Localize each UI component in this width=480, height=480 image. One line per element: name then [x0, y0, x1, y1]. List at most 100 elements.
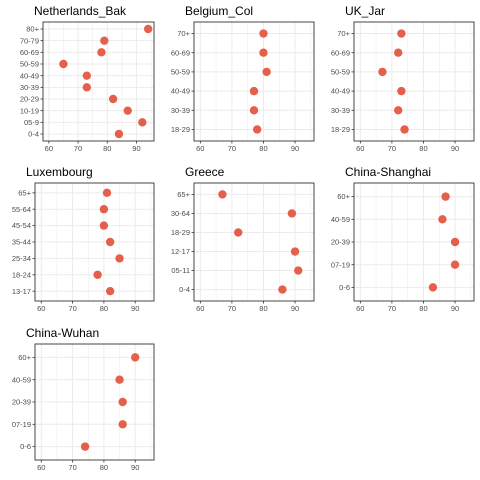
data-point: [105, 237, 115, 247]
x-tick-label: 90: [451, 304, 459, 313]
data-point: [290, 247, 300, 256]
panel-title: UK_Jar: [345, 4, 385, 18]
x-tick-label: 80: [100, 463, 108, 472]
data-point: [105, 286, 115, 296]
data-point: [131, 353, 140, 362]
x-tick-label: 80: [259, 304, 267, 313]
data-point: [397, 86, 406, 96]
y-tick-label: 60+: [18, 353, 31, 362]
panel-4: 60 70 80 90 13-17 18-24 25-34 35-44 45-54 55-64 65…: [12, 165, 155, 313]
panel-border: [353, 182, 475, 302]
x-tick-label: 60: [45, 144, 53, 153]
y-tick-label: 40-59: [12, 375, 31, 384]
data-point: [102, 188, 112, 198]
data-point: [249, 106, 259, 115]
y-tick-label: 05-11: [171, 266, 190, 275]
y-tick-label: 65+: [177, 190, 190, 199]
data-point: [82, 71, 92, 80]
plot-area: [194, 22, 314, 141]
x-tick-label: 70: [388, 304, 396, 313]
data-point: [138, 118, 147, 127]
data-point: [108, 94, 118, 104]
x-tick-label: 60: [196, 304, 204, 313]
y-tick-label: 20-39: [331, 238, 350, 247]
y-tick-label: 60+: [337, 192, 350, 201]
panel-title: China-Wuhan: [26, 326, 99, 340]
panel-2: 60 70 80 90 18-29 30-39 40-49 50-59 60-69 70+ Belg…: [171, 4, 315, 153]
panel-title: Luxembourg: [26, 165, 93, 179]
y-tick-label: 30-39: [171, 106, 190, 115]
y-tick-label: 0-4: [28, 130, 39, 139]
data-point: [115, 254, 124, 263]
data-point: [287, 209, 297, 218]
panel-border: [193, 182, 315, 302]
y-tick-label: 30-64: [171, 209, 190, 218]
panel-6: 60 70 80 90 0-6 07-19 20-39 40-59 60+ China-Shang…: [331, 165, 475, 313]
y-tick-label: 60-69: [331, 48, 350, 57]
y-tick-label: 18-24: [12, 270, 31, 279]
panel-7: 60 70 80 90 0-6 07-19 20-39 40-59 60+ China-Wuhan: [12, 326, 155, 472]
y-tick-label: 70+: [337, 29, 350, 38]
data-point: [450, 237, 460, 247]
x-tick-label: 60: [356, 304, 364, 313]
y-tick-label: 07-19: [12, 420, 31, 429]
x-tick-label: 70: [388, 144, 396, 153]
x-tick-label: 90: [132, 144, 140, 153]
y-tick-label: 35-44: [12, 238, 31, 247]
data-point: [294, 266, 303, 275]
data-point: [114, 129, 124, 139]
y-tick-label: 13-17: [12, 287, 31, 296]
x-tick-label: 90: [291, 144, 299, 153]
panel-title: Greece: [185, 165, 225, 179]
data-point: [259, 29, 268, 38]
x-tick-label: 60: [196, 144, 204, 153]
x-tick-label: 80: [419, 304, 427, 313]
y-tick-label: 50-59: [331, 68, 350, 77]
data-point: [397, 29, 406, 38]
x-tick-label: 70: [228, 304, 236, 313]
x-tick-label: 80: [419, 144, 427, 153]
plot-area: [354, 22, 474, 141]
x-tick-label: 60: [37, 304, 45, 313]
data-point: [123, 106, 132, 115]
y-tick-label: 18-29: [171, 228, 190, 237]
data-point: [99, 205, 109, 214]
y-tick-label: 25-34: [12, 254, 31, 263]
y-tick-label: 80+: [26, 25, 39, 34]
x-tick-label: 70: [68, 463, 76, 472]
data-point: [59, 59, 68, 69]
x-tick-label: 60: [356, 144, 364, 153]
data-point: [80, 442, 90, 451]
panel-title: Netherlands_Bak: [34, 4, 127, 18]
data-point: [252, 125, 262, 134]
data-point: [118, 397, 127, 407]
x-tick-label: 60: [37, 463, 45, 472]
panel-border: [34, 343, 155, 461]
panel-border: [42, 21, 155, 142]
y-tick-label: 30-39: [20, 83, 39, 92]
panel-title: Belgium_Col: [185, 4, 253, 18]
data-point: [278, 285, 287, 294]
data-point: [400, 125, 409, 134]
data-point: [143, 24, 153, 34]
x-tick-label: 70: [74, 144, 82, 153]
y-tick-label: 55-64: [12, 205, 31, 214]
x-tick-label: 80: [259, 144, 267, 153]
x-tick-label: 90: [131, 463, 139, 472]
data-point: [378, 67, 387, 77]
data-point: [97, 48, 106, 57]
y-tick-label: 65+: [18, 188, 31, 197]
y-tick-label: 70-79: [20, 36, 39, 45]
data-point: [262, 67, 271, 77]
y-tick-label: 45-54: [12, 221, 31, 230]
y-tick-label: 60-69: [20, 48, 39, 57]
panel-5: 60 70 80 90 0-4 05-11 12-17 18-29 30-64 65+ Greece: [171, 165, 315, 313]
x-tick-label: 90: [291, 304, 299, 313]
y-tick-label: 0-6: [20, 442, 31, 451]
panel-border: [353, 21, 475, 142]
data-point: [249, 86, 259, 96]
x-tick-label: 70: [68, 304, 76, 313]
y-tick-label: 30-39: [331, 106, 350, 115]
y-tick-label: 0-4: [179, 285, 190, 294]
